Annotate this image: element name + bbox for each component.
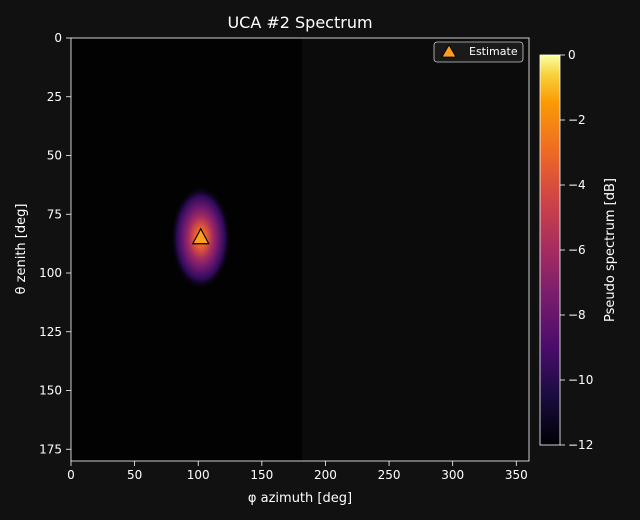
heatmap-background-right xyxy=(302,38,529,461)
x-axis-label: φ azimuth [deg] xyxy=(248,491,352,506)
legend-estimate-icon xyxy=(441,44,457,58)
x-axis-ticks: 0 50 100 150 200 250 300 350 xyxy=(67,461,528,482)
chart-title: UCA #2 Spectrum xyxy=(227,13,372,32)
colorbar-tick-label: 0 xyxy=(568,48,576,62)
y-tick-label: 125 xyxy=(39,325,62,339)
y-tick-label: 150 xyxy=(39,384,62,398)
y-tick-label: 100 xyxy=(39,266,62,280)
y-axis-label: θ zenith [deg] xyxy=(14,204,29,295)
plot-frame xyxy=(70,37,530,462)
x-tick-label: 0 xyxy=(67,468,75,482)
x-tick-label: 200 xyxy=(314,468,337,482)
colorbar-label: Pseudo spectrum [dB] xyxy=(603,178,618,322)
x-tick-label: 300 xyxy=(441,468,464,482)
estimate-marker xyxy=(191,227,210,245)
legend-estimate-label: Estimate xyxy=(469,45,518,58)
y-axis-ticks: 0 25 50 75 100 125 150 175 xyxy=(39,31,71,456)
colorbar-tick-label: −6 xyxy=(568,243,586,257)
plot-area xyxy=(70,37,530,462)
x-tick-label: 50 xyxy=(127,468,142,482)
colorbar: 0 −2 −4 −6 −8 −10 −12 Pseudo spectrum [dB] xyxy=(539,48,618,452)
x-tick-label: 100 xyxy=(187,468,210,482)
legend: Estimate xyxy=(433,41,524,63)
colorbar-tick-label: −8 xyxy=(568,308,586,322)
colorbar-ticks: 0 −2 −4 −6 −8 −10 −12 xyxy=(560,48,593,452)
colorbar-gradient xyxy=(539,54,561,446)
y-tick-label: 75 xyxy=(47,207,62,221)
x-tick-label: 250 xyxy=(378,468,401,482)
colorbar-tick-label: −4 xyxy=(568,178,586,192)
x-tick-label: 350 xyxy=(505,468,528,482)
y-tick-label: 0 xyxy=(54,31,62,45)
y-tick-label: 175 xyxy=(39,442,62,456)
colorbar-tick-label: −12 xyxy=(568,438,593,452)
y-tick-label: 50 xyxy=(47,149,62,163)
x-tick-label: 150 xyxy=(250,468,273,482)
colorbar-tick-label: −2 xyxy=(568,113,586,127)
y-tick-label: 25 xyxy=(47,90,62,104)
colorbar-tick-label: −10 xyxy=(568,373,593,387)
